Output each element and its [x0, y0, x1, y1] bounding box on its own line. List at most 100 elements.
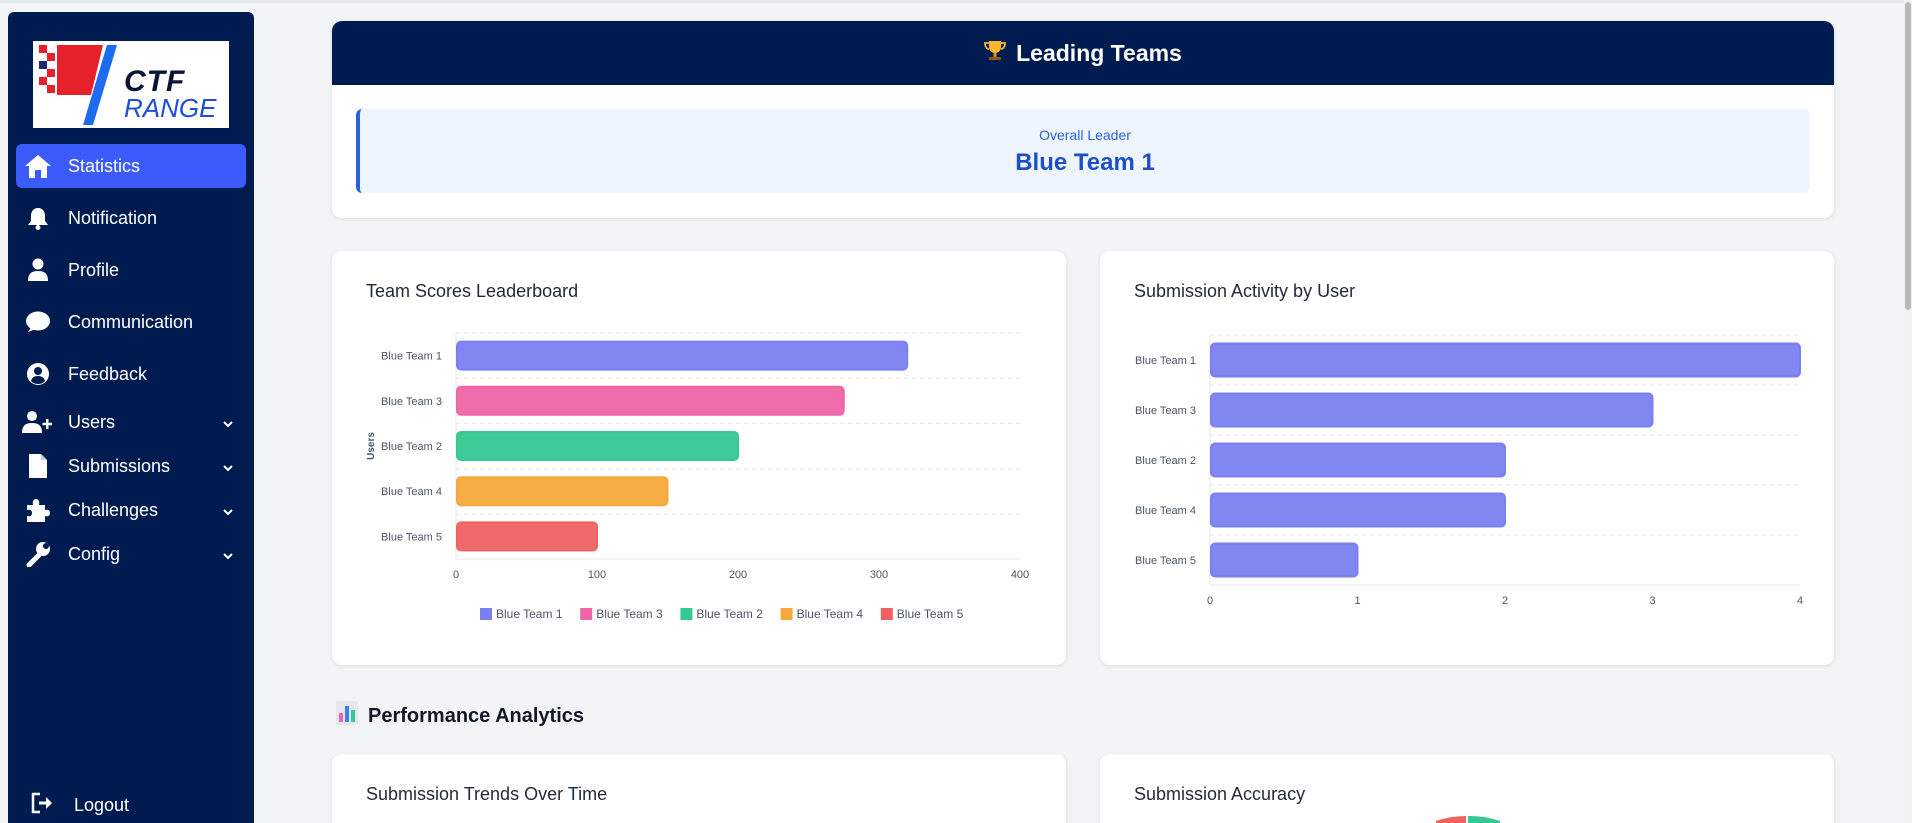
- chevron-down-icon: [222, 414, 234, 435]
- sidebar-item-profile[interactable]: Profile: [16, 248, 246, 292]
- bar: [1210, 392, 1654, 428]
- sidebar-item-label: Challenges: [68, 499, 159, 520]
- logout-label: Logout: [74, 794, 130, 815]
- home-icon: [22, 150, 54, 182]
- section-title-text: Performance Analytics: [368, 704, 585, 727]
- chart-title: Submission Accuracy: [1134, 784, 1306, 804]
- chart-title: Submission Activity by User: [1134, 281, 1356, 301]
- x-tick-label: 300: [870, 569, 888, 581]
- legend-label: Blue Team 5: [897, 607, 964, 621]
- team-scores-chart: Blue Team 1 Blue Team 3 Blue Team 2 Blue Te…: [366, 332, 1029, 621]
- ctf-range-logo[interactable]: CTF RANGE: [33, 41, 229, 128]
- sidebar-item-config[interactable]: Config: [16, 532, 246, 576]
- overall-leader-box: Overall Leader Blue Team 1: [356, 109, 1810, 193]
- bar-chart-icon: [336, 701, 358, 731]
- chevron-down-icon: [222, 458, 234, 479]
- bar: [456, 476, 669, 507]
- legend-label: Blue Team 1: [496, 607, 563, 621]
- y-tick-label: Blue Team 1: [381, 351, 442, 363]
- bar: [1210, 542, 1359, 578]
- sidebar-item-statistics[interactable]: Statistics: [16, 144, 246, 188]
- x-tick-label: 4: [1797, 595, 1803, 607]
- sidebar-item-notification[interactable]: Notification: [16, 196, 246, 240]
- puzzle-icon: [22, 494, 54, 526]
- y-tick-label: Blue Team 1: [1135, 355, 1196, 367]
- x-tick-label: 1: [1354, 595, 1360, 607]
- sidebar-item-submissions[interactable]: Submissions: [16, 444, 246, 488]
- leading-teams-card: Leading Teams Overall Leader Blue Team 1: [332, 21, 1834, 218]
- accuracy-pie-peek: [1436, 815, 1500, 823]
- sidebar-item-label: Statistics: [68, 155, 141, 176]
- logo-mark: [39, 45, 117, 125]
- y-tick-label: Blue Team 2: [381, 441, 442, 453]
- sidebar-item-challenges[interactable]: Challenges: [16, 488, 246, 532]
- sidebar-item-label: Config: [68, 543, 121, 564]
- logout-button[interactable]: Logout: [30, 787, 129, 823]
- legend-swatch: [880, 608, 893, 620]
- user-circle-icon: [22, 358, 54, 390]
- bar: [456, 340, 909, 371]
- y-tick-label: Blue Team 3: [381, 396, 442, 408]
- sidebar-item-label: Communication: [68, 311, 194, 332]
- y-axis-label: Users: [366, 432, 377, 460]
- top-border: [0, 0, 1912, 3]
- sidebar-item-users[interactable]: Users: [16, 400, 246, 444]
- overall-leader-name: Blue Team 1: [1015, 149, 1155, 176]
- submission-trends-card: Submission Trends Over Time: [332, 754, 1066, 823]
- logo-text-ctf: CTF: [124, 65, 186, 98]
- submission-activity-chart: Blue Team 1 Blue Team 3 Blue Team 2 Blue Te…: [1135, 334, 1803, 607]
- bar: [1210, 442, 1506, 478]
- x-tick-label: 3: [1649, 595, 1655, 607]
- overall-leader-label: Overall Leader: [1039, 127, 1131, 143]
- chevron-down-icon: [222, 546, 234, 567]
- sidebar-item-label: Submissions: [68, 455, 171, 476]
- bar: [456, 385, 845, 416]
- sidebar-item-label: Notification: [68, 207, 158, 228]
- sidebar: CTF RANGE Statistics Notification Profil…: [8, 12, 254, 823]
- legend-swatch: [480, 608, 492, 620]
- chart-title: Submission Trends Over Time: [366, 784, 608, 804]
- x-tick-label: 200: [729, 569, 747, 581]
- y-tick-label: Blue Team 4: [381, 486, 442, 498]
- chart-title: Team Scores Leaderboard: [366, 281, 579, 301]
- legend-swatch: [780, 608, 793, 620]
- sidebar-item-label: Feedback: [68, 363, 148, 384]
- sidebar-item-feedback[interactable]: Feedback: [16, 352, 246, 396]
- legend-swatch: [680, 608, 693, 620]
- chat-bubble-icon: [22, 306, 54, 338]
- chevron-down-icon: [222, 502, 234, 523]
- bar: [456, 431, 739, 461]
- sidebar-item-communication[interactable]: Communication: [16, 300, 246, 344]
- trophy-icon: [984, 39, 1007, 67]
- legend-label: Blue Team 2: [696, 607, 763, 621]
- legend-label: Blue Team 4: [797, 607, 864, 621]
- page-scrollbar[interactable]: [1904, 0, 1912, 823]
- y-tick-label: Blue Team 2: [1135, 455, 1196, 467]
- logo-text-range: RANGE: [124, 93, 217, 123]
- x-tick-label: 0: [453, 569, 459, 581]
- legend-label: Blue Team 3: [596, 607, 663, 621]
- x-tick-label: 100: [588, 569, 606, 581]
- logout-icon: [30, 792, 56, 819]
- user-icon: [22, 254, 54, 286]
- x-tick-label: 0: [1207, 595, 1213, 607]
- y-tick-label: Blue Team 3: [1135, 405, 1196, 417]
- y-tick-label: Blue Team 4: [1135, 505, 1196, 517]
- file-icon: [22, 450, 54, 482]
- performance-analytics-heading: Performance Analytics: [336, 701, 584, 731]
- scrollbar-thumb[interactable]: [1905, 2, 1911, 310]
- bell-icon: [22, 202, 54, 234]
- bar: [456, 521, 598, 552]
- leading-teams-title: Leading Teams: [1016, 39, 1182, 66]
- sidebar-item-label: Users: [68, 411, 116, 432]
- user-plus-icon: [22, 406, 54, 438]
- x-tick-label: 400: [1011, 569, 1029, 581]
- y-tick-label: Blue Team 5: [1135, 555, 1196, 567]
- wrench-icon: [22, 538, 54, 570]
- leading-teams-header: Leading Teams: [332, 21, 1834, 85]
- bar: [1210, 342, 1801, 378]
- y-tick-label: Blue Team 5: [381, 531, 442, 543]
- legend-swatch: [580, 608, 593, 620]
- x-tick-label: 2: [1502, 595, 1508, 607]
